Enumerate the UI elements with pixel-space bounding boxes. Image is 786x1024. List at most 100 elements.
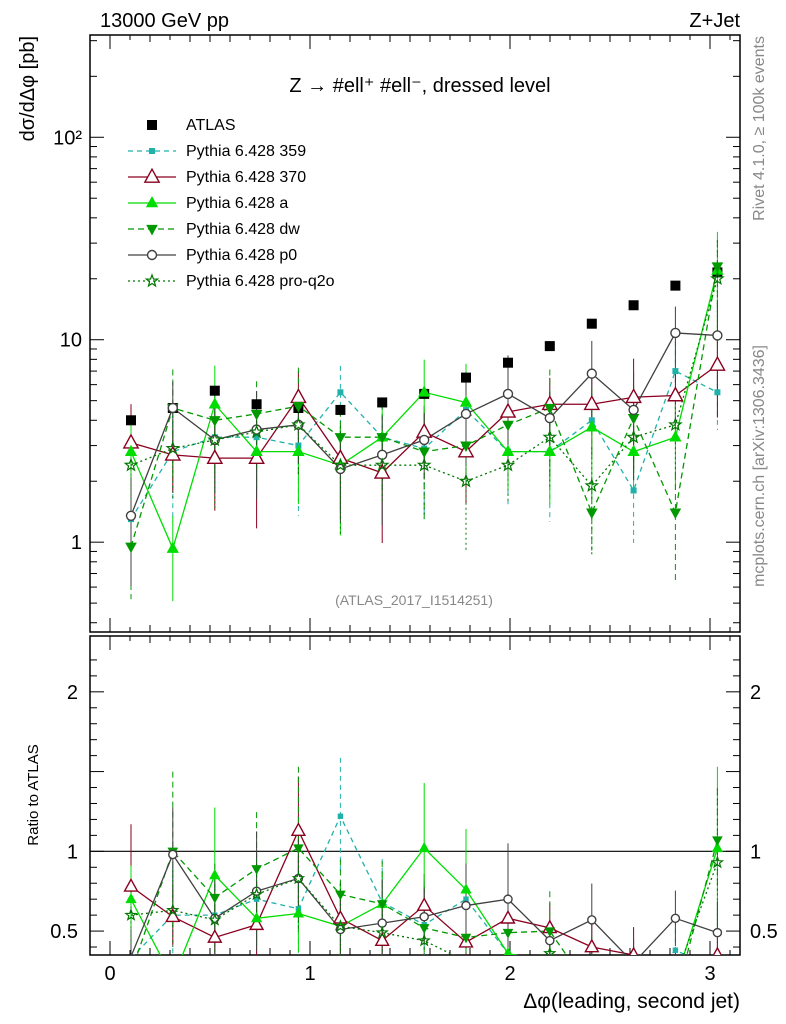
y-tick-label: 10² xyxy=(53,127,82,149)
ratio-marker-s6-p4 xyxy=(291,871,306,885)
ratio-marker-s1-p3 xyxy=(253,896,260,902)
marker-s4-p4 xyxy=(292,402,305,413)
ratio-marker-s2-p12 xyxy=(628,946,639,955)
legend-marker-4 xyxy=(146,224,158,236)
marker-s3-p9 xyxy=(501,444,515,456)
ratio-marker-s6-p14 xyxy=(710,855,725,869)
marker-s5-p8 xyxy=(460,408,472,420)
marker-s0-p5 xyxy=(335,404,346,415)
legend-marker-6 xyxy=(144,273,160,288)
marker-s6-p12 xyxy=(626,429,641,444)
marker-s0-p9 xyxy=(503,357,513,368)
marker-s4-p5 xyxy=(334,433,347,444)
chart-title: Z → #ell⁺ #ell⁻, dressed level xyxy=(289,75,550,97)
ratio-marker-s4-p4 xyxy=(293,844,304,855)
marker-s6-p0 xyxy=(123,457,139,472)
ratio-y-tick-label: 2 xyxy=(67,682,78,704)
ratio-marker-s2-p6 xyxy=(374,932,390,947)
x-tick-label: 2 xyxy=(504,963,515,985)
marker-s1-p12 xyxy=(630,487,637,494)
marker-s4-p3 xyxy=(250,409,263,421)
marker-s4-p6 xyxy=(376,433,388,444)
y-tick-label: 10 xyxy=(60,330,82,352)
x-axis-label: Δφ(leading, second jet) xyxy=(523,990,740,1013)
x-tick-label: 3 xyxy=(704,963,715,985)
legend-marker-0 xyxy=(147,120,157,130)
ratio-marker-s3-p9 xyxy=(503,947,513,955)
legend-label-370: Pythia 6.428 370 xyxy=(186,169,306,186)
marker-s6-p1 xyxy=(165,440,181,455)
ratio-y-tick-label: 1 xyxy=(67,841,78,863)
ratio-y-tick-label-right: 1 xyxy=(750,841,761,863)
marker-s3-p7 xyxy=(418,385,431,397)
legend-label-p0: Pythia 6.428 p0 xyxy=(186,247,297,264)
ratio-marker-s6-p0 xyxy=(124,907,138,921)
legend-marker-5 xyxy=(146,249,158,261)
marker-s3-p0 xyxy=(124,444,138,456)
marker-s5-p9 xyxy=(502,388,514,400)
ratio-marker-s3-p4 xyxy=(292,907,305,918)
ratio-marker-s5-p3 xyxy=(251,886,262,896)
marker-s2-p4 xyxy=(290,387,307,404)
y-tick-label: 1 xyxy=(71,532,82,554)
legend: ATLAS Pythia 6.428 359 Pythia 6.428 370 … xyxy=(128,117,335,290)
ratio-marker-s1-p13 xyxy=(672,947,679,953)
ratio-marker-s4-p5 xyxy=(335,890,346,901)
marker-s2-p14 xyxy=(709,355,726,371)
x-tick-label: 1 xyxy=(304,963,315,985)
header-right: Z+Jet xyxy=(689,10,740,32)
x-tick-label: 0 xyxy=(104,963,115,985)
ratio-marker-s2-p9 xyxy=(500,909,516,924)
ratio-marker-s5-p14 xyxy=(712,927,723,938)
ratio-marker-s6-p1 xyxy=(166,903,180,917)
ratio-y-tick-label-right: 2 xyxy=(750,682,761,704)
marker-s6-p10 xyxy=(542,429,558,444)
ratio-marker-s6-p6 xyxy=(375,925,389,939)
marker-s4-p0 xyxy=(125,542,137,554)
legend-marker-2 xyxy=(143,167,161,183)
marker-s0-p3 xyxy=(251,399,262,410)
ratio-marker-s4-p9 xyxy=(502,928,514,939)
ratio-y-tick-label: 0.5 xyxy=(50,921,78,943)
ratio-marker-s4-p6 xyxy=(376,900,388,910)
legend-label-dw: Pythia 6.428 dw xyxy=(186,221,300,238)
marker-s3-p2 xyxy=(208,397,221,409)
ratio-marker-s2-p7 xyxy=(416,897,432,911)
ratio-marker-s5-p7 xyxy=(419,911,429,922)
marker-s6-p2 xyxy=(207,432,223,447)
ratio-marker-s6-p2 xyxy=(208,912,222,926)
marker-s0-p12 xyxy=(628,300,639,311)
marker-s1-p5 xyxy=(337,389,344,396)
analysis-id: (ATLAS_2017_I1514251) xyxy=(335,592,493,608)
marker-s1-p13 xyxy=(672,368,679,375)
ratio-marker-s3-p0 xyxy=(125,892,137,904)
legend-label-359: Pythia 6.428 359 xyxy=(186,143,306,160)
marker-s6-p11 xyxy=(584,477,600,493)
ratio-marker-s2-p1 xyxy=(165,908,181,923)
side-label-mcplots: mcplots.cern.ch [arXiv:1306.3436] xyxy=(751,345,768,587)
ratio-marker-s6-p10 xyxy=(543,946,557,955)
ratio-marker-s6-p3 xyxy=(249,887,264,901)
ratio-marker-s2-p11 xyxy=(584,938,600,953)
marker-s0-p10 xyxy=(544,341,555,352)
marker-s6-p3 xyxy=(249,424,264,439)
series-line-6 xyxy=(130,278,719,487)
marker-s4-p9 xyxy=(502,420,514,432)
marker-s5-p12 xyxy=(628,404,639,416)
ratio-marker-s4-p14 xyxy=(712,836,723,847)
ratio-marker-s6-p5 xyxy=(333,919,348,933)
ratio-line-6 xyxy=(130,862,719,955)
marker-s3-p11 xyxy=(585,420,598,432)
header-left: 13000 GeV pp xyxy=(100,10,229,32)
marker-s3-p4 xyxy=(292,444,305,456)
ratio-marker-s2-p4 xyxy=(290,822,307,836)
ratio-marker-s2-p2 xyxy=(207,928,223,943)
ratio-marker-s5-p11 xyxy=(587,915,597,925)
ratio-marker-s5-p9 xyxy=(503,894,513,904)
marker-s4-p14 xyxy=(711,262,724,273)
ratio-marker-s4-p8 xyxy=(460,933,472,944)
legend-marker-1 xyxy=(149,148,155,154)
marker-s3-p1 xyxy=(166,541,179,553)
marker-s5-p7 xyxy=(419,434,430,446)
marker-s5-p0 xyxy=(125,510,137,521)
